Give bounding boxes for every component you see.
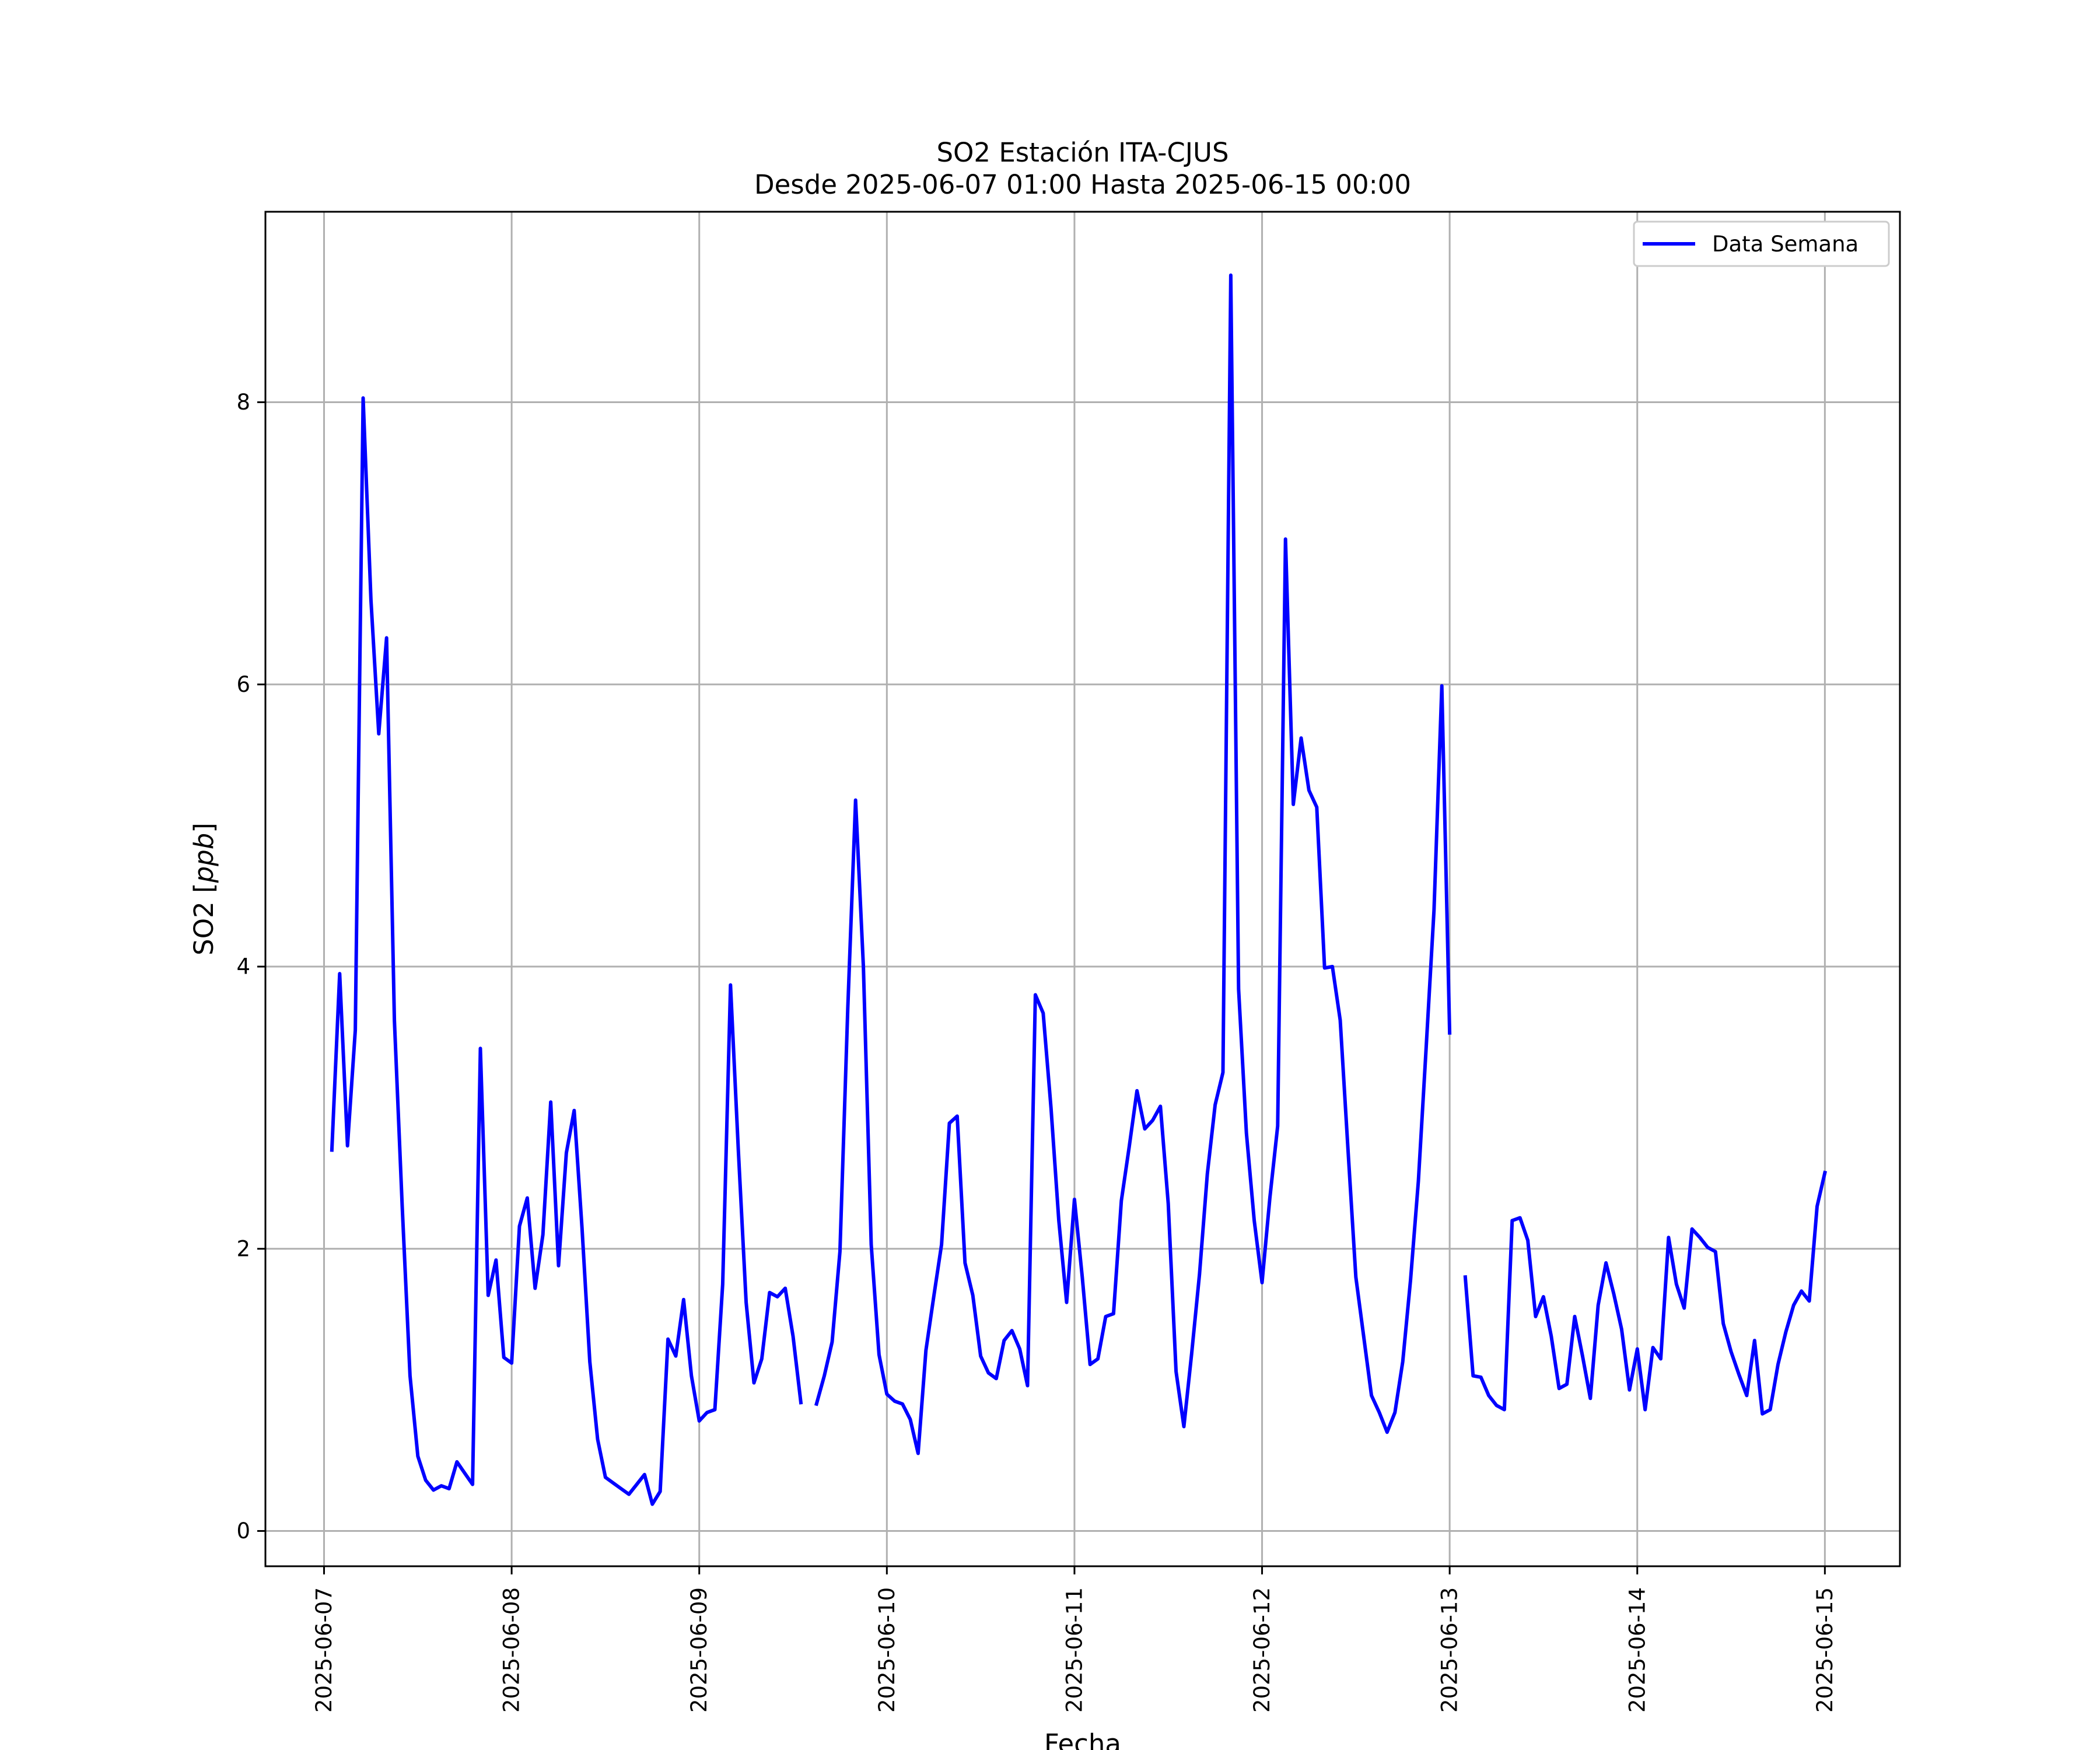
plot-frame — [264, 211, 1901, 1567]
legend: Data Semana — [1633, 220, 1890, 267]
series-line — [1463, 1170, 1827, 1416]
chart-title: SO2 Estación ITA-CJUS — [936, 137, 1228, 168]
x-tick-label: 2025-06-12 — [1250, 1587, 1275, 1713]
y-tick-label: 4 — [236, 954, 250, 979]
x-tick-label: 2025-06-14 — [1625, 1587, 1650, 1713]
x-axis-label: Fecha — [1044, 1728, 1121, 1750]
y-axis-label: SO2 [ppb] — [188, 822, 219, 956]
grid — [265, 212, 1900, 1566]
x-tick-label: 2025-06-08 — [499, 1587, 524, 1713]
y-tick-label: 2 — [236, 1236, 250, 1261]
y-tick-label: 6 — [236, 672, 250, 697]
y-tick-label: 8 — [236, 390, 250, 415]
x-tick-label: 2025-06-09 — [687, 1587, 712, 1713]
legend-box — [1633, 220, 1890, 267]
x-tick-label: 2025-06-07 — [312, 1587, 337, 1713]
y-tick-label: 0 — [236, 1518, 250, 1544]
x-tick-label: 2025-06-13 — [1437, 1587, 1462, 1713]
series-line — [330, 396, 803, 1506]
y-axis-ticks: 0 2 4 6 8 — [236, 390, 265, 1544]
x-axis-ticks: 2025-06-07 2025-06-08 2025-06-09 2025-06-10… — [312, 1566, 1838, 1713]
legend-label: Data Semana — [1712, 232, 1859, 257]
chart-subtitle: Desde 2025-06-07 01:00 Hasta 2025-06-15 … — [754, 169, 1411, 200]
series-layer — [330, 273, 1827, 1506]
x-tick-label: 2025-06-11 — [1062, 1587, 1087, 1713]
x-tick-label: 2025-06-15 — [1812, 1587, 1838, 1713]
series-line — [814, 273, 1452, 1455]
x-tick-label: 2025-06-10 — [874, 1587, 900, 1713]
